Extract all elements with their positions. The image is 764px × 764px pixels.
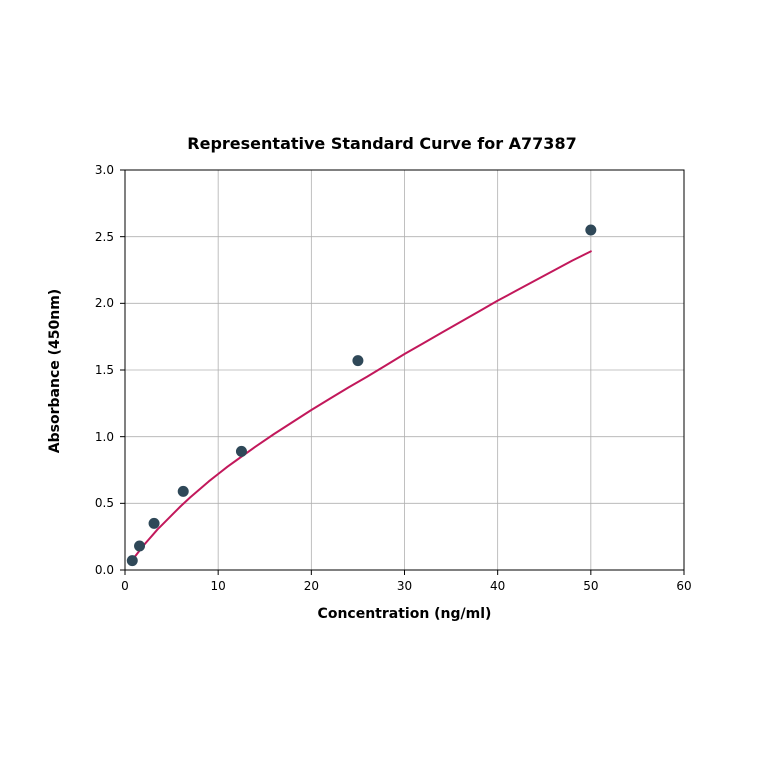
y-tick-label: 2.0	[95, 296, 114, 310]
y-axis-label: Absorbance (450nm)	[47, 171, 63, 571]
y-tick-label: 0.5	[95, 496, 114, 510]
data-point	[149, 518, 159, 528]
x-tick-label: 40	[490, 579, 505, 593]
x-tick-label: 30	[397, 579, 412, 593]
x-tick-label: 50	[583, 579, 598, 593]
y-tick-label: 3.0	[95, 163, 114, 177]
x-tick-label: 60	[676, 579, 691, 593]
x-tick-label: 10	[211, 579, 226, 593]
x-axis-label: Concentration (ng/ml)	[125, 606, 684, 622]
y-tick-label: 2.5	[95, 230, 114, 244]
data-point	[135, 541, 145, 551]
data-point	[236, 446, 246, 456]
data-point	[127, 556, 137, 566]
plot-svg	[125, 170, 684, 570]
fitted-curve	[132, 251, 591, 560]
plot-area	[125, 170, 684, 570]
x-tick-label: 20	[304, 579, 319, 593]
data-point	[586, 225, 596, 235]
chart-canvas: Representative Standard Curve for A77387…	[0, 0, 764, 764]
data-point	[353, 356, 363, 366]
y-tick-label: 1.5	[95, 363, 114, 377]
data-point	[178, 486, 188, 496]
y-tick-label: 0.0	[95, 563, 114, 577]
x-tick-label: 0	[121, 579, 129, 593]
chart-title: Representative Standard Curve for A77387	[0, 134, 764, 153]
y-tick-label: 1.0	[95, 430, 114, 444]
